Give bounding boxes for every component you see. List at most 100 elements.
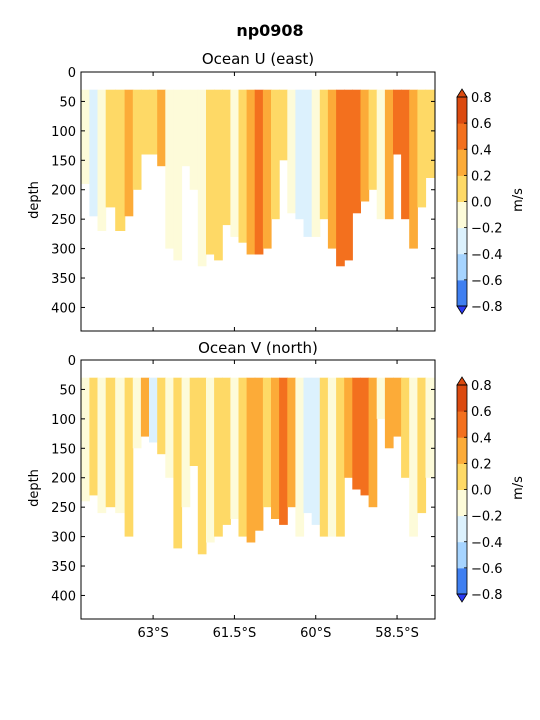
y-axis-label-u: depth xyxy=(27,181,42,219)
y-tick-label: 50 xyxy=(59,383,76,398)
contour-band xyxy=(409,377,418,537)
colorbar-segment xyxy=(457,489,467,517)
contour-band xyxy=(360,377,370,496)
contour-band xyxy=(287,89,296,214)
contour-band xyxy=(319,377,329,537)
contour-band xyxy=(81,89,90,184)
contour-band xyxy=(238,377,248,537)
contour-band xyxy=(230,89,240,237)
contour-band xyxy=(311,377,321,525)
colorbar-segment xyxy=(457,463,467,490)
y-tick-label: 200 xyxy=(51,184,76,199)
colorbar-segment xyxy=(457,253,467,281)
contour-band xyxy=(368,377,378,508)
contour-band xyxy=(222,377,231,525)
colorbar-tick-label: 0.0 xyxy=(471,484,492,499)
colorbar-extend-min xyxy=(456,593,468,603)
contour-band xyxy=(303,89,313,237)
x-tick-label: 60°S xyxy=(300,626,331,641)
contour-band xyxy=(105,377,116,508)
contour-band xyxy=(165,89,174,249)
y-tick-label: 400 xyxy=(51,301,76,316)
contour-band xyxy=(344,377,353,478)
contour-band xyxy=(376,89,386,220)
contour-band xyxy=(214,377,223,537)
colorbar-segment xyxy=(457,411,467,438)
figure-title: np0908 xyxy=(236,21,303,40)
contour-band xyxy=(97,89,107,231)
contour-band xyxy=(352,377,361,490)
contour-band xyxy=(165,377,174,478)
colorbar-tick-label: 0.6 xyxy=(471,117,492,132)
contour-band xyxy=(279,89,288,161)
contour-band xyxy=(89,89,99,217)
contour-band xyxy=(254,377,264,531)
colorbar-label-v: m/s xyxy=(511,476,526,500)
colorbar-tick-label: −0.8 xyxy=(471,300,503,315)
panel-title-u: Ocean U (east) xyxy=(202,50,314,68)
contour-band xyxy=(222,89,231,226)
panel-ocean-v: Ocean V (north) depth m/s 0 50 100 150 200 25… xyxy=(27,339,526,641)
y-tick-label: 400 xyxy=(51,589,76,604)
contour-band xyxy=(124,89,134,217)
colorbar-tick-label: 0.8 xyxy=(471,91,492,106)
contour-band xyxy=(173,377,183,549)
contour-band xyxy=(157,377,166,455)
contour-band xyxy=(181,377,191,508)
contour-band xyxy=(115,89,126,231)
contour-band xyxy=(368,89,378,190)
contour-band xyxy=(246,377,256,543)
contour-band xyxy=(181,89,191,167)
contour-band xyxy=(149,377,158,443)
y-tick-label: 300 xyxy=(51,243,76,258)
contour-band xyxy=(311,89,321,237)
colorbar-segment xyxy=(457,123,467,150)
y-tick-label: 0 xyxy=(68,66,76,81)
colorbar-segment xyxy=(457,175,467,202)
contour-field-v xyxy=(81,377,435,555)
contour-band xyxy=(287,377,296,508)
y-tick-label: 100 xyxy=(51,413,76,428)
contour-band xyxy=(401,377,410,478)
colorbar-tick-label: −0.4 xyxy=(471,248,503,263)
colorbar-segment xyxy=(457,385,467,412)
y-tick-label: 350 xyxy=(51,560,76,575)
plot-frame-v xyxy=(80,359,436,620)
contour-band xyxy=(417,89,427,208)
y-tick-label: 50 xyxy=(59,95,76,110)
contour-band xyxy=(189,89,199,190)
contour-band xyxy=(132,377,142,449)
colorbar-tick-label: 0.6 xyxy=(471,405,492,420)
colorbar-segment xyxy=(457,201,467,229)
contour-band xyxy=(417,377,427,514)
contour-band xyxy=(149,89,158,155)
colorbar-tick-label: 0.4 xyxy=(471,431,492,446)
colorbar-extend-max xyxy=(456,88,468,98)
contour-band xyxy=(319,89,329,220)
y-tick-label: 350 xyxy=(51,272,76,287)
contour-band xyxy=(206,89,215,255)
colorbar-segment xyxy=(457,227,467,255)
contour-band xyxy=(230,377,240,519)
colorbar-tick-label: 0.4 xyxy=(471,143,492,158)
contour-band xyxy=(254,89,264,255)
contour-band xyxy=(327,89,337,249)
contour-band xyxy=(271,377,280,519)
contour-band xyxy=(376,377,386,419)
contour-band xyxy=(173,89,183,261)
contour-field-u xyxy=(81,89,435,267)
panel-ocean-u: Ocean U (east) depth m/s 0 50 100 150 200 250… xyxy=(27,50,526,332)
contour-band xyxy=(206,377,215,543)
colorbar-tick-label: −0.6 xyxy=(471,274,503,289)
y-tick-label: 100 xyxy=(51,125,76,140)
contour-band xyxy=(303,377,313,514)
colorbar-segment xyxy=(457,515,467,543)
contour-band xyxy=(189,377,199,466)
colorbar-tick-label: −0.6 xyxy=(471,562,503,577)
colorbar-tick-label: −0.2 xyxy=(471,510,503,525)
contour-band xyxy=(262,377,272,508)
contour-band xyxy=(89,377,99,496)
contour-band xyxy=(97,377,107,514)
plot-frame-u xyxy=(80,71,436,332)
colorbar-label-u: m/s xyxy=(511,188,526,212)
